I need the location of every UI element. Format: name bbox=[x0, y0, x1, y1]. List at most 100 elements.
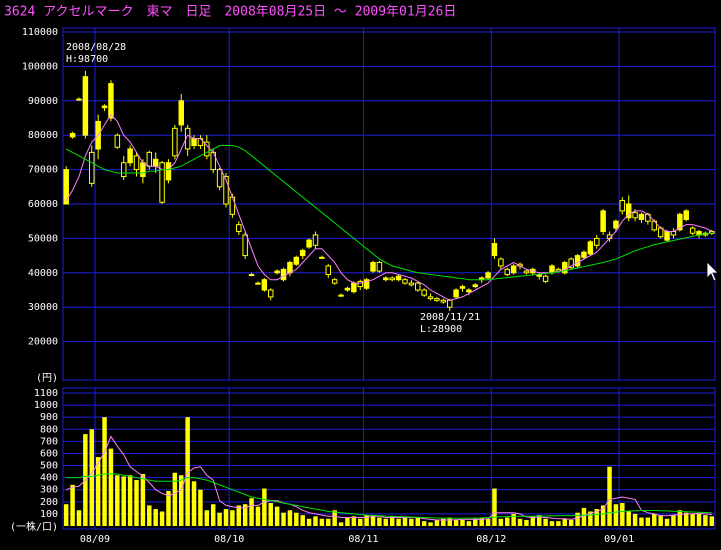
volume-bar bbox=[389, 516, 395, 526]
volume-bar bbox=[620, 503, 625, 526]
volume-bar bbox=[172, 472, 178, 526]
candle-body bbox=[140, 162, 146, 177]
annotation-label: H:98700 bbox=[66, 54, 108, 65]
plot-layer: 20000 30000 40000 50000 60000 70000 80000 90000… bbox=[10, 27, 716, 545]
volume-bar bbox=[588, 511, 593, 526]
candle-body bbox=[216, 169, 223, 188]
volume-bar bbox=[664, 518, 670, 526]
volume-bar bbox=[191, 481, 197, 526]
volume-bar bbox=[594, 509, 599, 526]
chart-title: 3624 アクセルマーク 東マ 日足 2008年08月25日 ～ 2009年01… bbox=[4, 4, 456, 20]
volume-bar bbox=[562, 518, 568, 526]
volume-bar bbox=[421, 521, 427, 526]
candle-body bbox=[319, 256, 325, 259]
x-tick-label: 08/09 bbox=[80, 534, 110, 545]
volume-bar bbox=[140, 474, 146, 526]
candle-body bbox=[287, 261, 293, 274]
candle-body bbox=[344, 287, 351, 291]
candle-body bbox=[498, 258, 504, 267]
volume-bar bbox=[536, 515, 542, 526]
volume-bar bbox=[185, 417, 190, 526]
volume-bar bbox=[351, 516, 357, 526]
candle-body bbox=[427, 296, 434, 300]
candle-body bbox=[165, 162, 172, 181]
volume-bar bbox=[543, 518, 548, 526]
candle-body bbox=[331, 279, 338, 284]
volume-bar bbox=[409, 518, 414, 526]
candle-body bbox=[664, 231, 670, 241]
candle-body bbox=[133, 155, 140, 171]
candle-body bbox=[466, 289, 472, 293]
volume-bar bbox=[134, 480, 139, 526]
candle-body bbox=[114, 134, 121, 148]
y-tick-label: 200 bbox=[40, 497, 58, 508]
volume-bar bbox=[511, 513, 516, 526]
volume-bar bbox=[683, 512, 689, 526]
volume-bar bbox=[453, 519, 459, 526]
candle-body bbox=[542, 275, 549, 282]
volume-bar bbox=[466, 521, 472, 526]
candle-body bbox=[120, 162, 127, 177]
volume-bar bbox=[153, 509, 158, 526]
y-tick-label: 300 bbox=[40, 485, 58, 496]
volume-bar bbox=[690, 513, 695, 526]
candle-body bbox=[351, 282, 357, 293]
candle-body bbox=[568, 258, 574, 269]
volume-bar bbox=[338, 522, 344, 526]
volume-bar bbox=[581, 507, 587, 526]
y-tick-label: 600 bbox=[40, 448, 58, 459]
volume-bar bbox=[600, 505, 606, 526]
volume-bar bbox=[108, 448, 114, 526]
volume-bar bbox=[632, 513, 638, 526]
candle-body bbox=[523, 270, 530, 274]
volume-bar bbox=[102, 417, 107, 526]
volume-bar bbox=[524, 519, 529, 526]
y-tick-label: 900 bbox=[40, 412, 58, 423]
volume-bar bbox=[364, 515, 369, 526]
candle-body bbox=[574, 255, 581, 267]
volume-bar bbox=[166, 490, 171, 526]
candle-body bbox=[683, 210, 689, 220]
candle-body bbox=[63, 169, 69, 205]
volume-bar bbox=[255, 506, 261, 526]
volume-bar bbox=[115, 475, 120, 526]
candle-body bbox=[491, 243, 498, 257]
volume-bar bbox=[306, 518, 312, 526]
volume-bar bbox=[287, 510, 293, 526]
volume-bar bbox=[268, 503, 273, 526]
annotation-label: L:28900 bbox=[420, 324, 462, 335]
volume-bar bbox=[159, 511, 165, 526]
candle-body bbox=[485, 272, 491, 279]
volume-bar bbox=[607, 466, 612, 526]
volume-bar bbox=[262, 488, 267, 526]
candle-body bbox=[632, 212, 638, 219]
y-tick-label: 800 bbox=[40, 424, 58, 435]
x-tick-label: 08/12 bbox=[476, 534, 506, 545]
volume-bar bbox=[370, 515, 376, 526]
candle-body bbox=[677, 213, 683, 231]
volume-bar bbox=[357, 518, 363, 526]
y-tick-label: 50000 bbox=[28, 233, 58, 244]
y-tick-label: 90000 bbox=[28, 96, 58, 107]
candle-body bbox=[76, 98, 82, 101]
candle-body bbox=[549, 265, 555, 274]
candle-body bbox=[261, 279, 268, 291]
candle-body bbox=[159, 162, 165, 203]
candle-body bbox=[299, 249, 306, 257]
volume-bar bbox=[242, 504, 248, 526]
candle-body bbox=[152, 158, 159, 167]
volume-bar bbox=[332, 510, 337, 526]
volume-bar bbox=[210, 504, 216, 526]
candle-body bbox=[184, 127, 191, 150]
volume-bar bbox=[274, 506, 280, 526]
volume-bar bbox=[473, 518, 478, 526]
moving-average-line bbox=[66, 435, 712, 521]
candle-body bbox=[325, 265, 332, 276]
y-tick-label: 80000 bbox=[28, 130, 58, 141]
y-tick-label: 70000 bbox=[28, 165, 58, 176]
volume-bar bbox=[204, 510, 210, 526]
candle-body bbox=[389, 277, 395, 281]
volume-bar bbox=[498, 518, 504, 526]
